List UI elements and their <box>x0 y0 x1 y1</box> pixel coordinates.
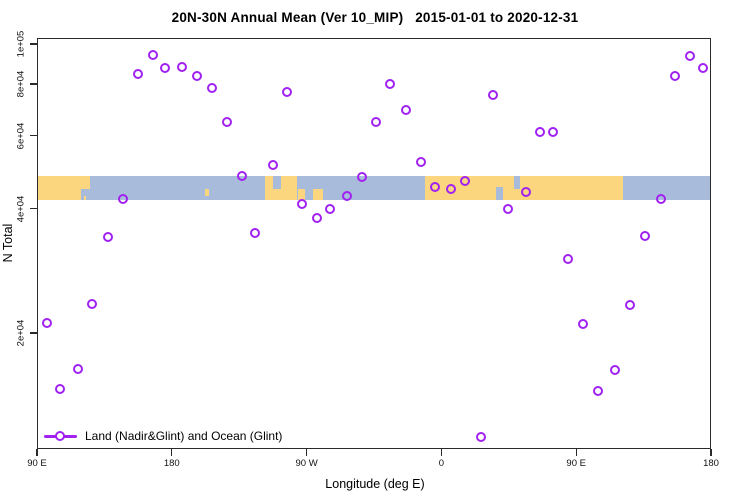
chart-title: 20N-30N Annual Mean (Ver 10_MIP) 2015-01… <box>171 10 579 25</box>
data-point <box>148 49 159 60</box>
map-band-land-segment <box>297 189 306 200</box>
y-tick-label: 1e+05 <box>15 30 27 58</box>
data-point <box>609 364 620 375</box>
data-point <box>191 71 202 82</box>
x-tick-mark <box>575 449 577 456</box>
y-tick-label: 4e+04 <box>15 195 27 222</box>
data-point <box>416 157 427 168</box>
x-tick-label: 180 <box>703 458 719 469</box>
data-point <box>698 62 708 73</box>
map-band-land-segment <box>83 196 86 200</box>
data-point <box>429 181 440 192</box>
data-point <box>250 228 261 238</box>
legend: Land (Nadir&Glint) and Ocean (Glint) <box>44 428 282 444</box>
map-band-land-segment <box>312 189 324 200</box>
data-point <box>639 231 650 242</box>
y-tick-mark <box>30 83 37 85</box>
data-point <box>73 363 84 374</box>
x-tick-label: 90 E <box>566 458 586 469</box>
y-tick-label: 2e+04 <box>15 319 27 347</box>
data-point <box>86 299 97 310</box>
x-tick-label: 90 W <box>295 458 318 469</box>
y-tick-mark <box>30 332 37 334</box>
data-point <box>669 71 680 82</box>
data-point <box>534 127 545 137</box>
map-band-land-segment <box>38 176 81 200</box>
y-tick-mark <box>30 207 37 210</box>
map-band-land-segment <box>205 189 210 197</box>
x-tick-mark <box>305 449 308 456</box>
x-tick-mark <box>710 449 712 456</box>
data-point <box>384 78 395 89</box>
data-point <box>296 198 307 209</box>
x-tick-mark <box>171 449 173 456</box>
data-point <box>176 62 187 73</box>
data-point <box>578 318 589 329</box>
map-band-land-segment <box>60 196 63 200</box>
data-point <box>356 171 367 182</box>
y-tick-mark <box>30 135 37 137</box>
data-point <box>476 431 487 442</box>
data-point <box>684 50 695 61</box>
data-point <box>41 317 52 328</box>
data-point <box>521 187 532 198</box>
data-point <box>281 86 292 97</box>
data-point <box>488 89 499 100</box>
data-point <box>656 194 667 205</box>
data-point <box>548 127 559 137</box>
x-axis-title: Longitude (deg E) <box>325 477 425 491</box>
x-tick-label: 180 <box>163 458 180 469</box>
map-band-land-segment <box>264 176 298 200</box>
data-point <box>118 194 129 205</box>
legend-label: Land (Nadir&Glint) and Ocean (Glint) <box>85 429 283 443</box>
map-band-land-segment <box>73 196 77 200</box>
data-point <box>503 204 514 215</box>
legend-line-marker-icon <box>44 431 77 441</box>
data-point <box>311 212 322 223</box>
data-point <box>55 384 66 395</box>
data-point <box>160 62 171 73</box>
data-point <box>563 253 574 264</box>
y-axis-title: N Total <box>1 223 15 263</box>
map-band-land-segment <box>79 176 90 190</box>
map-band-ocean-notch <box>273 176 281 190</box>
data-point <box>268 159 279 170</box>
data-point <box>593 385 604 396</box>
x-tick-label: 0 <box>438 458 445 469</box>
y-tick-label: 6e+04 <box>15 122 27 150</box>
data-point <box>133 68 144 79</box>
data-point <box>371 116 382 127</box>
plot-area <box>37 38 711 449</box>
data-point <box>221 117 232 128</box>
data-point <box>236 171 247 182</box>
x-tick-label: 90 E <box>27 458 47 469</box>
data-point <box>341 191 352 202</box>
map-band-ocean-notch <box>495 186 504 200</box>
x-tick-mark <box>440 449 443 456</box>
data-point <box>401 104 412 115</box>
data-point <box>624 300 635 311</box>
data-point <box>103 232 114 243</box>
data-point <box>325 204 336 215</box>
data-point <box>206 83 217 93</box>
data-point <box>459 175 470 186</box>
map-band-land-segment <box>53 196 56 200</box>
x-tick-mark <box>36 449 38 456</box>
y-tick-mark <box>30 43 37 45</box>
map-band-land-segment <box>67 196 70 200</box>
y-tick-label: 8e+04 <box>15 70 27 98</box>
data-point <box>446 183 457 194</box>
map-band-ocean-notch <box>513 176 521 190</box>
legend-circle-marker-icon <box>55 431 65 441</box>
